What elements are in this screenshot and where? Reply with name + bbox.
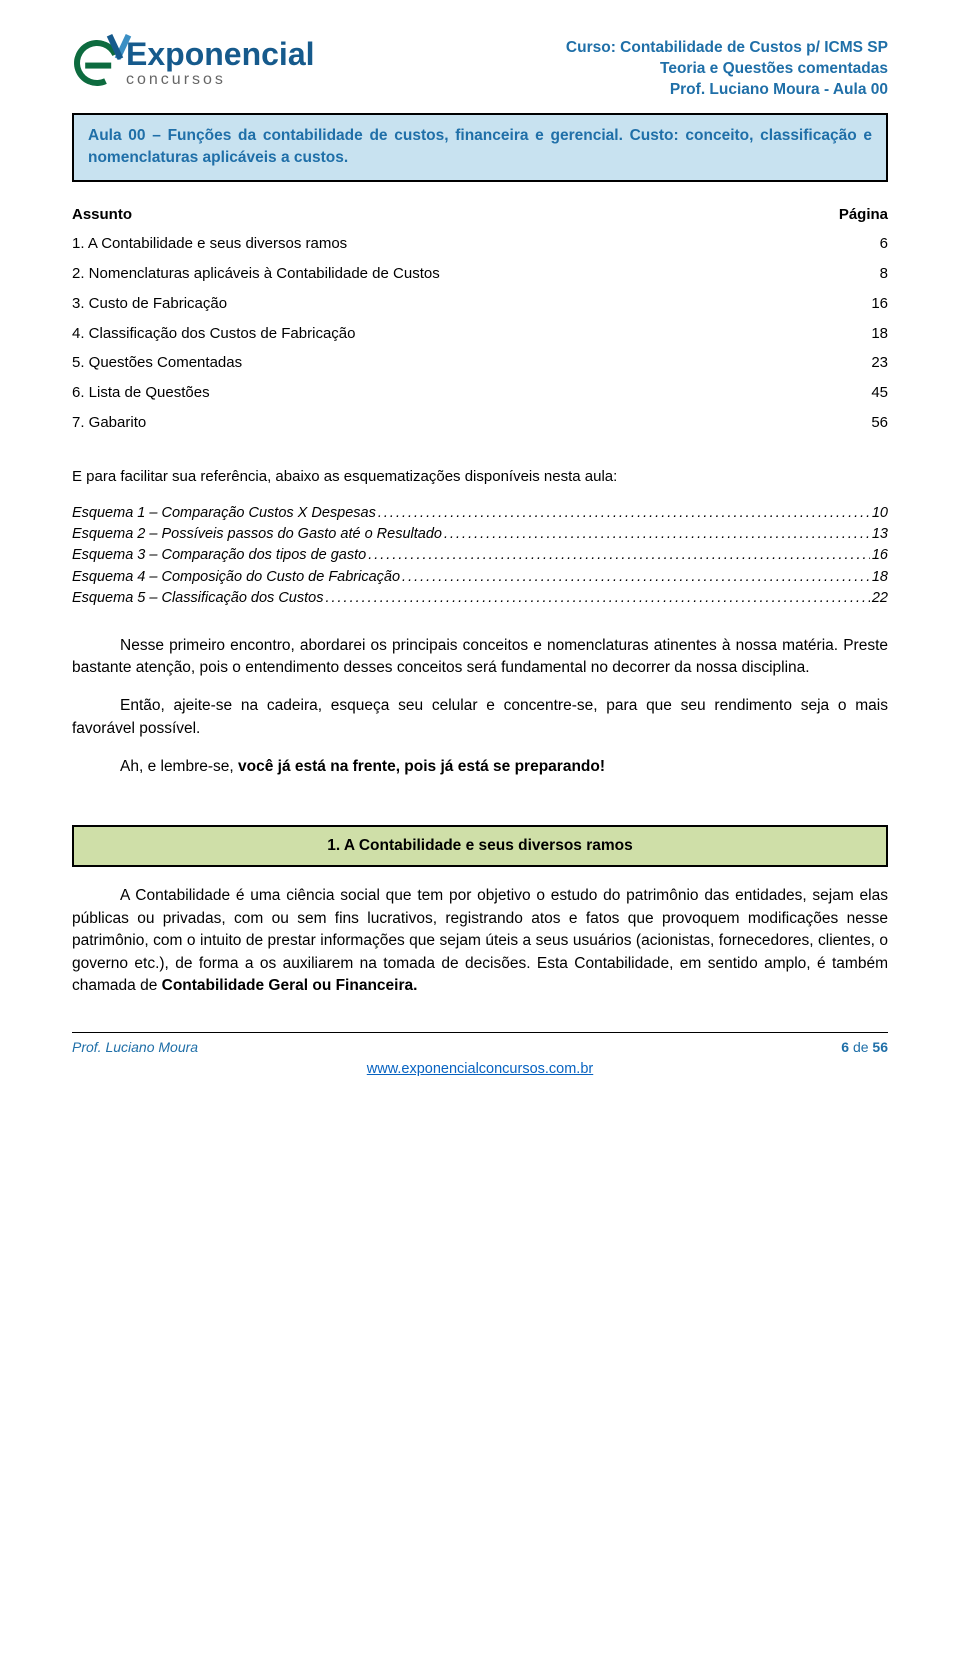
schema-leader-dots: ........................................… [442, 524, 870, 545]
toc-row: 3. Custo de Fabricação16 [72, 289, 888, 319]
paragraph-3-pre: Ah, e lembre-se, [120, 758, 238, 775]
toc-row-label: 7. Gabarito [72, 408, 808, 438]
toc-row-page: 56 [808, 408, 888, 438]
toc-row: 4. Classificação dos Custos de Fabricaçã… [72, 319, 888, 349]
lesson-title: Aula 00 – Funções da contabilidade de cu… [88, 127, 872, 166]
logo: Exponencial concursos [72, 38, 315, 90]
toc-row-page: 45 [808, 378, 888, 408]
paragraph-3-bold: você já está na frente, pois já está se … [238, 758, 605, 775]
toc-row: 2. Nomenclaturas aplicáveis à Contabilid… [72, 259, 888, 289]
schema-row: Esquema 1 – Comparação Custos X Despesas… [72, 503, 888, 524]
paragraph-2-text: Então, ajeite-se na cadeira, esqueça seu… [72, 697, 888, 736]
toc-row: 7. Gabarito56 [72, 408, 888, 438]
paragraph-1-text: Nesse primeiro encontro, abordarei os pr… [72, 637, 888, 676]
toc-table: Assunto Página 1. A Contabilidade e seus… [72, 200, 888, 438]
schema-page: 18 [870, 567, 888, 588]
toc-row-page: 23 [808, 348, 888, 378]
schema-row: Esquema 2 – Possíveis passos do Gasto at… [72, 524, 888, 545]
schema-row: Esquema 3 – Comparação dos tipos de gast… [72, 545, 888, 566]
toc-row-label: 2. Nomenclaturas aplicáveis à Contabilid… [72, 259, 808, 289]
paragraph-4-bold: Contabilidade Geral ou Financeira. [162, 977, 418, 994]
section-heading-box: 1. A Contabilidade e seus diversos ramos [72, 825, 888, 867]
schema-leader-dots: ........................................… [323, 588, 869, 609]
schema-row: Esquema 4 – Composição do Custo de Fabri… [72, 567, 888, 588]
lesson-title-box: Aula 00 – Funções da contabilidade de cu… [72, 113, 888, 182]
footer-page-total: 56 [872, 1039, 888, 1055]
footer-rule [72, 1032, 888, 1033]
toc-row-label: 1. A Contabilidade e seus diversos ramos [72, 229, 808, 259]
logo-title: Exponencial [126, 38, 315, 70]
schema-row: Esquema 5 – Classificação dos Custos ...… [72, 588, 888, 609]
paragraph-1: Nesse primeiro encontro, abordarei os pr… [72, 635, 888, 680]
section-heading: 1. A Contabilidade e seus diversos ramos [327, 837, 633, 854]
paragraph-2: Então, ajeite-se na cadeira, esqueça seu… [72, 695, 888, 740]
schema-label: Esquema 5 – Classificação dos Custos [72, 588, 323, 609]
intro-paragraph: E para facilitar sua referência, abaixo … [72, 466, 888, 488]
toc-row-page: 8 [808, 259, 888, 289]
toc-row-label: 5. Questões Comentadas [72, 348, 808, 378]
page-header: Exponencial concursos Curso: Contabilida… [72, 38, 888, 101]
schema-page: 16 [870, 545, 888, 566]
footer-page-sep: de [849, 1039, 872, 1055]
toc-row-page: 16 [808, 289, 888, 319]
toc-row-label: 4. Classificação dos Custos de Fabricaçã… [72, 319, 808, 349]
toc-col-page: Página [808, 200, 888, 230]
paragraph-3: Ah, e lembre-se, você já está na frente,… [72, 756, 888, 778]
footer-page-current: 6 [841, 1039, 849, 1055]
toc-row: 1. A Contabilidade e seus diversos ramos… [72, 229, 888, 259]
toc-col-subject: Assunto [72, 200, 808, 230]
toc-row-page: 6 [808, 229, 888, 259]
paragraph-4: A Contabilidade é uma ciência social que… [72, 885, 888, 997]
toc-header-row: Assunto Página [72, 200, 888, 230]
schema-page: 13 [870, 524, 888, 545]
schema-list: Esquema 1 – Comparação Custos X Despesas… [72, 503, 888, 608]
header-line-2: Teoria e Questões comentadas [566, 59, 888, 80]
page-footer: Prof. Luciano Moura 6 de 56 [72, 1037, 888, 1057]
schema-label: Esquema 1 – Comparação Custos X Despesas [72, 503, 376, 524]
toc-row-page: 18 [808, 319, 888, 349]
schema-label: Esquema 4 – Composição do Custo de Fabri… [72, 567, 400, 588]
schema-label: Esquema 2 – Possíveis passos do Gasto at… [72, 524, 442, 545]
schema-page: 10 [870, 503, 888, 524]
footer-author: Prof. Luciano Moura [72, 1037, 198, 1057]
logo-icon [72, 38, 124, 90]
footer-link[interactable]: www.exponencialconcursos.com.br [367, 1061, 593, 1077]
logo-subtitle: concursos [126, 72, 315, 88]
footer-page-number: 6 de 56 [841, 1037, 888, 1057]
page: Exponencial concursos Curso: Contabilida… [0, 0, 960, 1110]
toc-row: 5. Questões Comentadas23 [72, 348, 888, 378]
toc-row: 6. Lista de Questões45 [72, 378, 888, 408]
schema-page: 22 [870, 588, 888, 609]
schema-leader-dots: ........................................… [366, 545, 870, 566]
header-course-info: Curso: Contabilidade de Custos p/ ICMS S… [566, 38, 888, 101]
schema-label: Esquema 3 – Comparação dos tipos de gast… [72, 545, 366, 566]
toc-row-label: 3. Custo de Fabricação [72, 289, 808, 319]
toc-row-label: 6. Lista de Questões [72, 378, 808, 408]
logo-text: Exponencial concursos [126, 38, 315, 88]
header-line-1: Curso: Contabilidade de Custos p/ ICMS S… [566, 38, 888, 59]
schema-leader-dots: ........................................… [400, 567, 870, 588]
schema-leader-dots: ........................................… [376, 503, 870, 524]
header-line-3: Prof. Luciano Moura - Aula 00 [566, 80, 888, 101]
